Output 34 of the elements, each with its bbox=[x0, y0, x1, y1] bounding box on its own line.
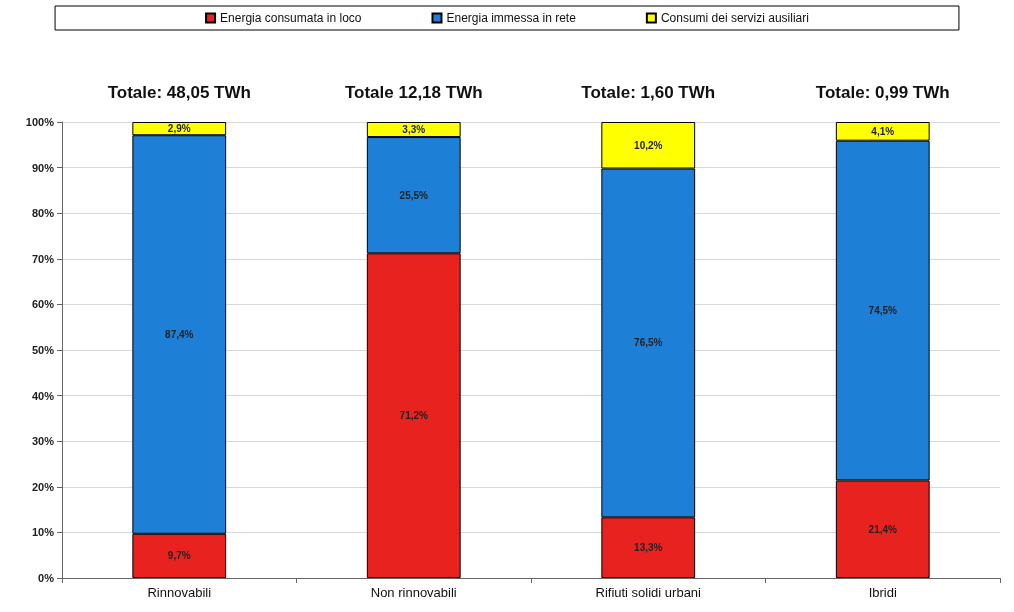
legend-label: Energia immessa in rete bbox=[446, 11, 577, 25]
y-tick-label: 90% bbox=[31, 161, 55, 174]
data-label: 25,5% bbox=[399, 189, 429, 201]
y-tick-label: 30% bbox=[31, 435, 55, 448]
y-tick-label: 100% bbox=[25, 116, 55, 128]
data-label: 87,4% bbox=[165, 329, 194, 340]
data-label: 76,5% bbox=[634, 337, 663, 349]
y-tick-label: 40% bbox=[31, 389, 55, 402]
text: Totale: 48,05 TWh bbox=[107, 83, 251, 102]
text: Totale: 1,60 TWh bbox=[581, 83, 716, 102]
y-tick-label: 70% bbox=[31, 252, 55, 265]
data-label: 74,5% bbox=[868, 305, 898, 317]
data-label: 3,3% bbox=[402, 124, 426, 136]
data-label: 2,9% bbox=[167, 123, 191, 135]
text: Totale 12,18 TWh bbox=[344, 83, 483, 102]
y-tick-label: 50% bbox=[31, 344, 55, 356]
x-tick-label: Non rinnovabili bbox=[370, 585, 457, 600]
data-label: 9,7% bbox=[167, 550, 191, 562]
data-label: 10,2% bbox=[634, 139, 663, 151]
data-label: 13,3% bbox=[634, 542, 663, 554]
x-tick-label: Ibridi bbox=[868, 585, 897, 600]
data-label: 21,4% bbox=[868, 523, 898, 535]
x-tick-label: Rinnovabili bbox=[147, 585, 212, 600]
y-tick-label: 0% bbox=[38, 572, 55, 584]
y-tick-label: 20% bbox=[31, 480, 55, 493]
y-tick-label: 60% bbox=[31, 298, 55, 311]
x-tick-label: Rifiuti solidi urbani bbox=[595, 585, 702, 600]
data-label: 4,1% bbox=[871, 125, 895, 137]
legend-label: Energia consumata in loco bbox=[220, 11, 362, 25]
legend-label: Consumi dei servizi ausiliari bbox=[660, 11, 809, 25]
y-tick-label: 10% bbox=[31, 526, 55, 539]
y-tick-label: 80% bbox=[31, 207, 55, 220]
data-label: 71,2% bbox=[399, 410, 429, 422]
text: Totale: 0,99 TWh bbox=[815, 83, 950, 102]
